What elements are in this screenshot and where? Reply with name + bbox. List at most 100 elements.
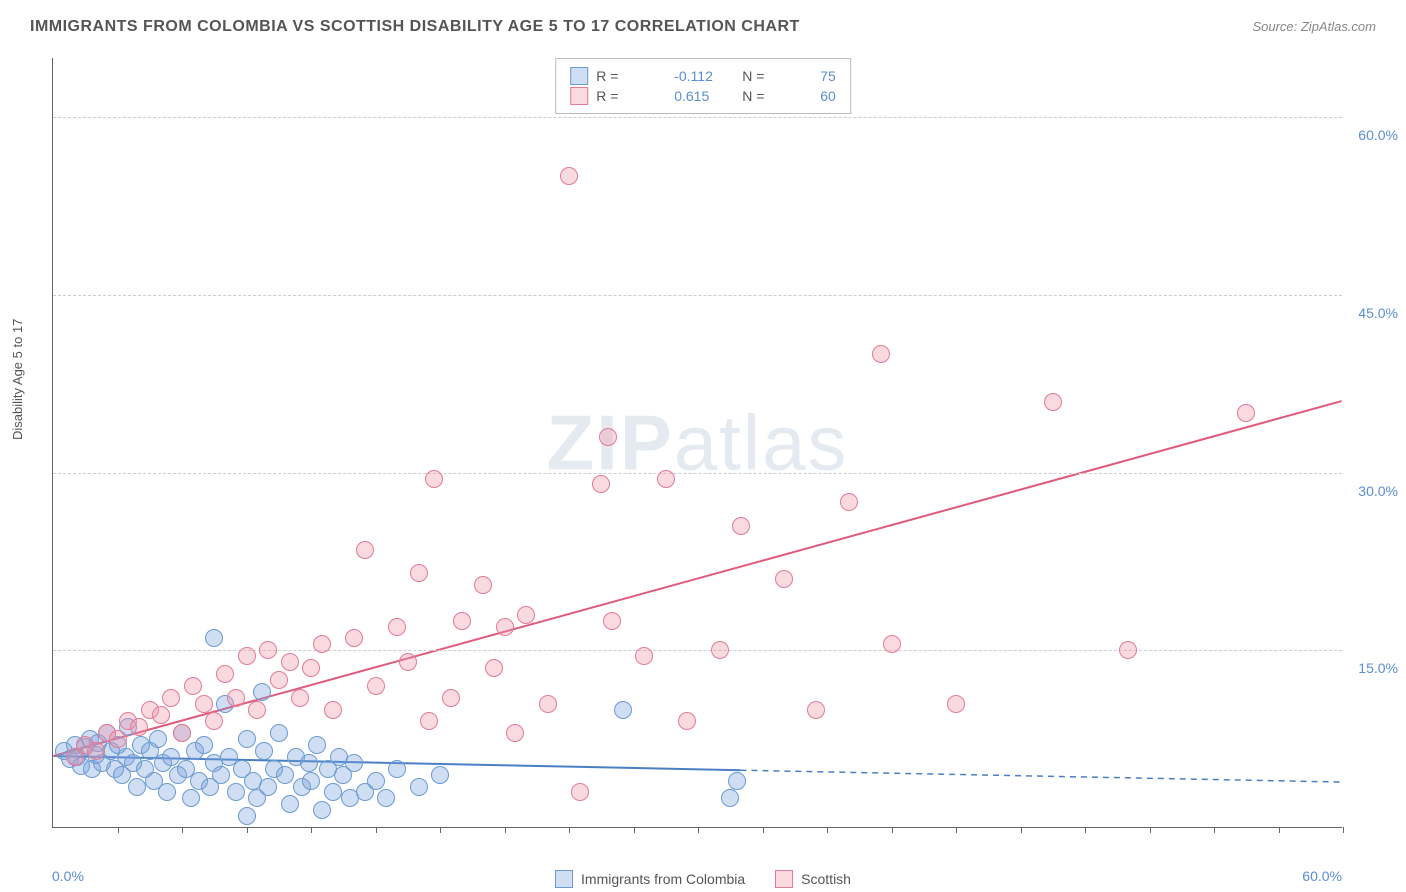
data-point [807, 701, 825, 719]
data-point [367, 677, 385, 695]
data-point [614, 701, 632, 719]
data-point [281, 795, 299, 813]
data-point [678, 712, 696, 730]
data-point [442, 689, 460, 707]
y-tick-label: 45.0% [1358, 305, 1398, 321]
x-tick [892, 827, 893, 833]
x-tick [311, 827, 312, 833]
gridline-horizontal [53, 295, 1342, 296]
data-point [775, 570, 793, 588]
data-point [496, 618, 514, 636]
x-tick [118, 827, 119, 833]
data-point [345, 754, 363, 772]
data-point [216, 665, 234, 683]
y-tick-label: 15.0% [1358, 660, 1398, 676]
x-tick [1214, 827, 1215, 833]
x-tick [1085, 827, 1086, 833]
data-point [162, 689, 180, 707]
data-point [356, 541, 374, 559]
data-point [300, 754, 318, 772]
data-point [732, 517, 750, 535]
data-point [1044, 393, 1062, 411]
data-point [109, 730, 127, 748]
data-point [87, 742, 105, 760]
data-point [308, 736, 326, 754]
x-tick [440, 827, 441, 833]
chart-title: IMMIGRANTS FROM COLOMBIA VS SCOTTISH DIS… [30, 18, 800, 36]
data-point [255, 742, 273, 760]
data-point [128, 778, 146, 796]
x-tick [827, 827, 828, 833]
gridline-horizontal [53, 117, 1342, 118]
data-point [238, 730, 256, 748]
data-point [560, 167, 578, 185]
data-point [592, 475, 610, 493]
x-tick [182, 827, 183, 833]
data-point [883, 635, 901, 653]
x-tick [1150, 827, 1151, 833]
data-point [302, 659, 320, 677]
data-point [324, 701, 342, 719]
data-point [158, 783, 176, 801]
data-point [485, 659, 503, 677]
data-point [130, 718, 148, 736]
data-point [227, 689, 245, 707]
legend-series-item: Immigrants from Colombia [555, 870, 745, 888]
x-axis-max-label: 60.0% [1302, 868, 1342, 884]
x-tick [698, 827, 699, 833]
data-point [281, 653, 299, 671]
data-point [388, 618, 406, 636]
data-point [420, 712, 438, 730]
data-point [506, 724, 524, 742]
plot-area: ZIPatlas [52, 58, 1342, 828]
series-legend: Immigrants from Colombia Scottish [555, 870, 851, 888]
data-point [603, 612, 621, 630]
data-point [721, 789, 739, 807]
x-tick [376, 827, 377, 833]
correlation-legend: R =-0.112N =75 R =0.615N =60 [555, 58, 851, 114]
data-point [173, 724, 191, 742]
y-axis-label: Disability Age 5 to 17 [10, 319, 25, 440]
x-tick [634, 827, 635, 833]
data-point [270, 724, 288, 742]
data-point [195, 736, 213, 754]
data-point [212, 766, 230, 784]
data-point [248, 701, 266, 719]
x-tick [569, 827, 570, 833]
data-point [657, 470, 675, 488]
data-point [431, 766, 449, 784]
legend-row: R =-0.112N =75 [570, 67, 836, 85]
data-point [149, 730, 167, 748]
data-point [425, 470, 443, 488]
gridline-horizontal [53, 473, 1342, 474]
legend-row: R =0.615N =60 [570, 87, 836, 105]
data-point [517, 606, 535, 624]
data-point [270, 671, 288, 689]
data-point [276, 766, 294, 784]
data-point [152, 706, 170, 724]
data-point [227, 783, 245, 801]
x-tick [1343, 827, 1344, 833]
data-point [324, 783, 342, 801]
data-point [195, 695, 213, 713]
x-tick [247, 827, 248, 833]
data-point [313, 801, 331, 819]
data-point [291, 689, 309, 707]
x-tick [763, 827, 764, 833]
data-point [410, 778, 428, 796]
data-point [599, 428, 617, 446]
watermark: ZIPatlas [546, 397, 848, 488]
data-point [399, 653, 417, 671]
legend-series-item: Scottish [775, 870, 851, 888]
data-point [238, 647, 256, 665]
data-point [539, 695, 557, 713]
data-point [872, 345, 890, 363]
data-point [313, 635, 331, 653]
data-point [728, 772, 746, 790]
data-point [388, 760, 406, 778]
data-point [453, 612, 471, 630]
data-point [840, 493, 858, 511]
trend-lines [53, 58, 1342, 827]
x-tick [1021, 827, 1022, 833]
data-point [302, 772, 320, 790]
